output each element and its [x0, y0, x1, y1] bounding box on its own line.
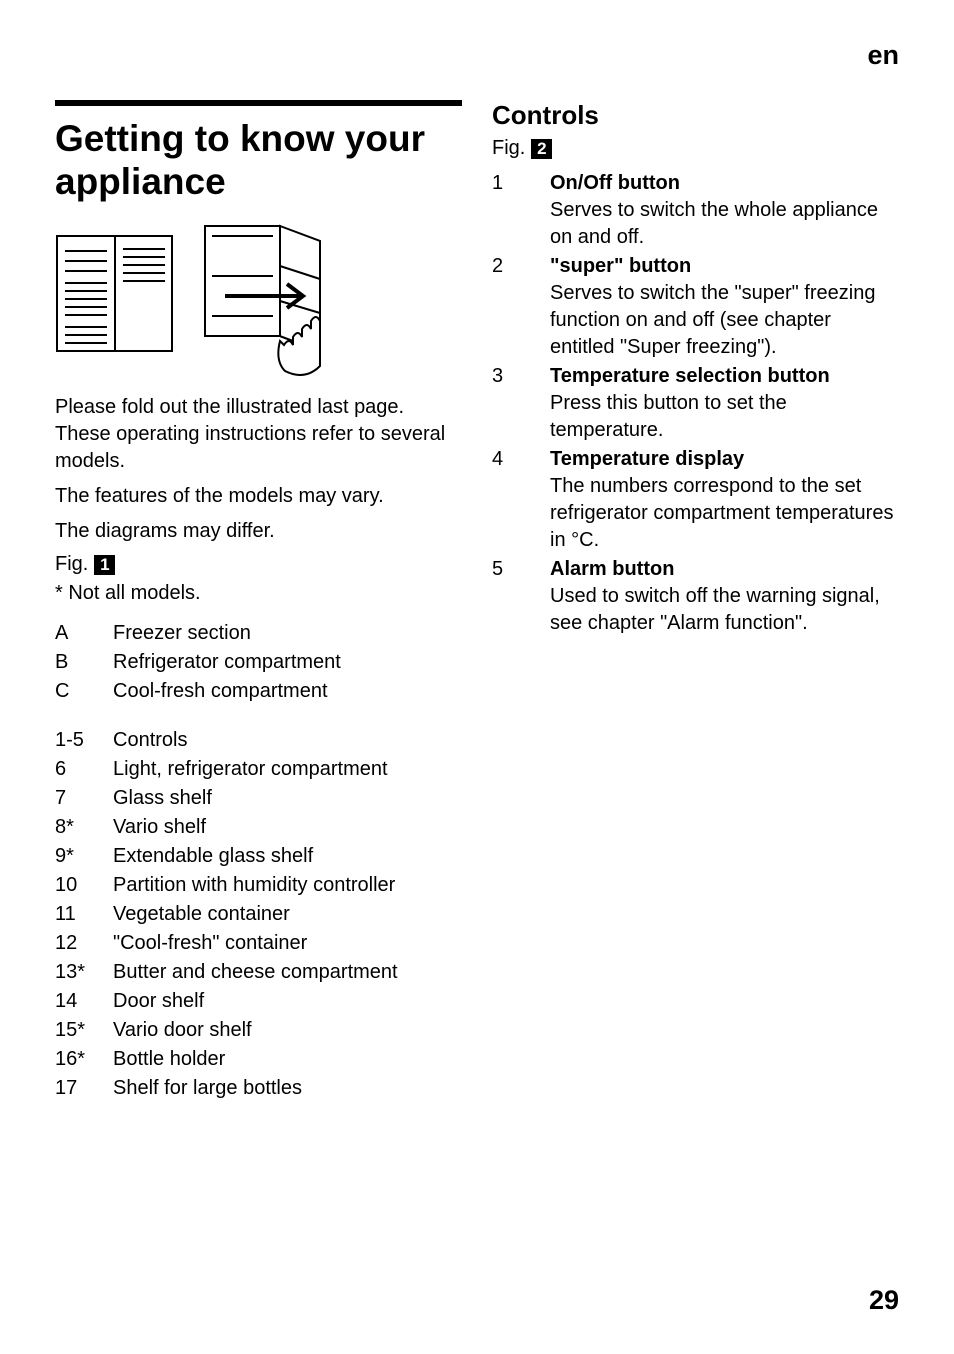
- list-item: 7Glass shelf: [55, 784, 462, 813]
- list-key: 13*: [55, 958, 113, 987]
- list-val: Vario shelf: [113, 813, 462, 842]
- control-key: 2: [492, 253, 550, 361]
- list-item: 16*Bottle holder: [55, 1045, 462, 1074]
- list-key: 10: [55, 871, 113, 900]
- list-val: Glass shelf: [113, 784, 462, 813]
- control-title: Temperature display: [550, 446, 899, 473]
- list-key: 6: [55, 755, 113, 784]
- list-item: 1-5Controls: [55, 726, 462, 755]
- list-item: 6Light, refrigerator compartment: [55, 755, 462, 784]
- list-item: 15*Vario door shelf: [55, 1016, 462, 1045]
- list-key: 14: [55, 987, 113, 1016]
- controls-heading: Controls: [492, 100, 899, 131]
- list-val: Light, refrigerator compartment: [113, 755, 462, 784]
- list-key: 1-5: [55, 726, 113, 755]
- list-val: Extendable glass shelf: [113, 842, 462, 871]
- intro-paragraph-3: The diagrams may differ.: [55, 518, 462, 545]
- two-column-layout: Getting to know your appliance: [55, 100, 899, 1103]
- list-item: 10Partition with humidity controller: [55, 871, 462, 900]
- list-val: "Cool-fresh" container: [113, 929, 462, 958]
- control-title: Alarm button: [550, 556, 899, 583]
- list-val: Refrigerator compartment: [113, 648, 462, 677]
- list-val: Vario door shelf: [113, 1016, 462, 1045]
- list-key: 11: [55, 900, 113, 929]
- controls-list: 1 On/Off button Serves to switch the who…: [492, 170, 899, 637]
- figure-label: Fig.: [55, 553, 88, 576]
- control-key: 1: [492, 170, 550, 251]
- list-key: 7: [55, 784, 113, 813]
- figure-label: Fig.: [492, 137, 525, 160]
- list-key: 12: [55, 929, 113, 958]
- section-rule: [55, 100, 462, 106]
- control-item: 5 Alarm button Used to switch off the wa…: [492, 556, 899, 637]
- list-item: 8*Vario shelf: [55, 813, 462, 842]
- list-key: 17: [55, 1074, 113, 1103]
- list-val: Controls: [113, 726, 462, 755]
- figure-number-badge: 2: [531, 139, 552, 159]
- control-description: Used to switch off the warning signal, s…: [550, 583, 899, 637]
- list-item: 14Door shelf: [55, 987, 462, 1016]
- list-val: Freezer section: [113, 619, 462, 648]
- list-item: AFreezer section: [55, 619, 462, 648]
- control-key: 5: [492, 556, 550, 637]
- list-item: BRefrigerator compartment: [55, 648, 462, 677]
- figure-reference-2: Fig. 2: [492, 137, 899, 160]
- list-val: Partition with humidity controller: [113, 871, 462, 900]
- control-item: 1 On/Off button Serves to switch the who…: [492, 170, 899, 251]
- section-heading: Getting to know your appliance: [55, 118, 462, 203]
- list-item: CCool-fresh compartment: [55, 677, 462, 706]
- list-key: 9*: [55, 842, 113, 871]
- list-key: B: [55, 648, 113, 677]
- intro-paragraph-2: The features of the models may vary.: [55, 483, 462, 510]
- intro-paragraph-1: Please fold out the illustrated last pag…: [55, 394, 462, 475]
- list-val: Door shelf: [113, 987, 462, 1016]
- section-list: AFreezer section BRefrigerator compartme…: [55, 619, 462, 706]
- list-key: 15*: [55, 1016, 113, 1045]
- list-val: Cool-fresh compartment: [113, 677, 462, 706]
- manual-foldout-illustration-icon: [55, 221, 335, 376]
- control-key: 4: [492, 446, 550, 554]
- control-description: Press this button to set the temperature…: [550, 390, 899, 444]
- control-item: 2 "super" button Serves to switch the "s…: [492, 253, 899, 361]
- control-description: The numbers correspond to the set refrig…: [550, 473, 899, 554]
- list-val: Shelf for large bottles: [113, 1074, 462, 1103]
- control-title: On/Off button: [550, 170, 899, 197]
- figure-reference-1: Fig. 1: [55, 553, 462, 576]
- list-val: Bottle holder: [113, 1045, 462, 1074]
- figure-number-badge: 1: [94, 555, 115, 575]
- page-number: 29: [869, 1285, 899, 1316]
- list-val: Vegetable container: [113, 900, 462, 929]
- control-item: 4 Temperature display The numbers corres…: [492, 446, 899, 554]
- control-description: Serves to switch the whole appliance on …: [550, 197, 899, 251]
- control-description: Serves to switch the "super" freezing fu…: [550, 280, 899, 361]
- list-key: 16*: [55, 1045, 113, 1074]
- list-key: C: [55, 677, 113, 706]
- control-key: 3: [492, 363, 550, 444]
- parts-list: 1-5Controls 6Light, refrigerator compart…: [55, 726, 462, 1103]
- list-item: 13*Butter and cheese compartment: [55, 958, 462, 987]
- left-column: Getting to know your appliance: [55, 100, 462, 1103]
- control-title: Temperature selection button: [550, 363, 899, 390]
- right-column: Controls Fig. 2 1 On/Off button Serves t…: [492, 100, 899, 1103]
- header-language-label: en: [867, 40, 899, 71]
- models-footnote: * Not all models.: [55, 582, 462, 605]
- list-key: 8*: [55, 813, 113, 842]
- list-item: 11Vegetable container: [55, 900, 462, 929]
- list-item: 9*Extendable glass shelf: [55, 842, 462, 871]
- list-val: Butter and cheese compartment: [113, 958, 462, 987]
- control-title: "super" button: [550, 253, 899, 280]
- list-key: A: [55, 619, 113, 648]
- control-item: 3 Temperature selection button Press thi…: [492, 363, 899, 444]
- list-item: 12"Cool-fresh" container: [55, 929, 462, 958]
- list-item: 17Shelf for large bottles: [55, 1074, 462, 1103]
